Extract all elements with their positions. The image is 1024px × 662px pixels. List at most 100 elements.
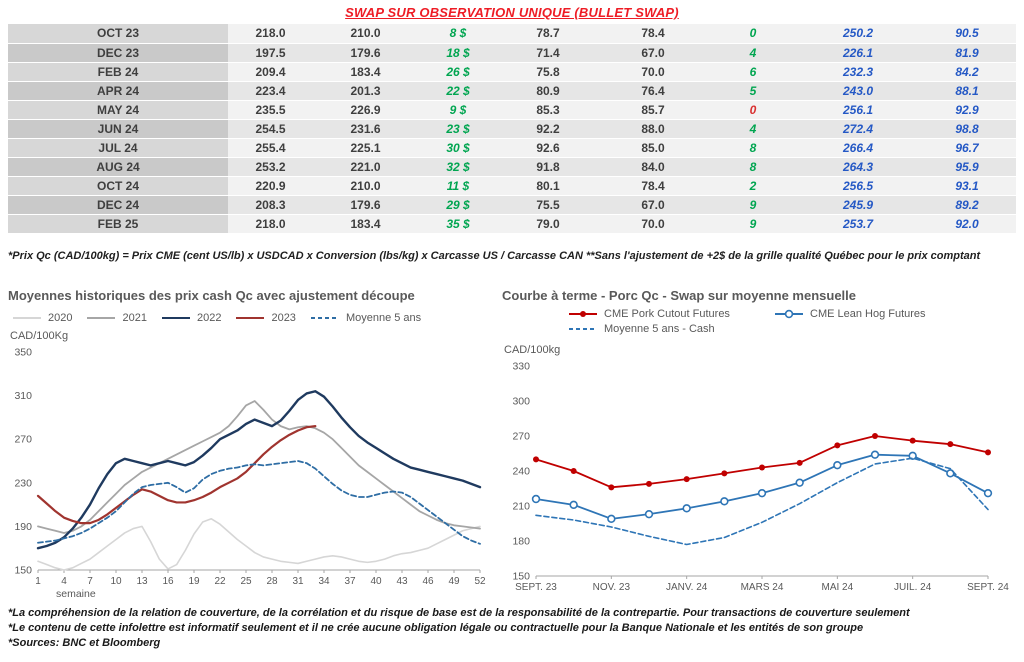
table-cell: 183.4 <box>313 62 418 82</box>
table-cell: 0 <box>708 100 798 120</box>
table-row: MAY 24 235.5 226.9 9 $85.3 85.7 0 256.1 92.9 <box>8 100 1016 120</box>
table-cell: 223.4 <box>228 81 313 101</box>
table-row: JUL 24 255.4 225.1 30 $92.6 85.0 8 266.4 96.7 <box>8 138 1016 158</box>
table-cell: 266.4 <box>798 138 918 158</box>
svg-text:4: 4 <box>61 576 67 587</box>
table-cell: 70.0 <box>598 214 708 234</box>
row-month-label: APR 24 <box>8 81 228 101</box>
swap-table: OCT 23 218.0 210.0 8 $78.7 78.4 0 250.2 90.5 DEC… <box>8 24 1016 234</box>
legend-swatch <box>161 317 190 319</box>
chart-title: Moyennes historiques des prix cash Qc av… <box>8 288 415 303</box>
table-cell: 85.7 <box>598 100 708 120</box>
table-cell: 221.0 <box>313 157 418 177</box>
legend-item: CME Pork Cutout Futures <box>568 308 774 320</box>
svg-text:MARS 24: MARS 24 <box>741 582 784 593</box>
svg-text:210: 210 <box>512 501 530 513</box>
table-cell: 225.1 <box>313 138 418 158</box>
svg-text:270: 270 <box>14 434 32 446</box>
table-cell: 30 $ <box>418 138 498 158</box>
table-cell: 95.9 <box>918 157 1016 177</box>
svg-text:13: 13 <box>136 576 148 587</box>
legend-label: 2020 <box>48 312 73 324</box>
legend-item: Moyenne 5 ans <box>310 312 421 324</box>
svg-text:34: 34 <box>318 576 330 587</box>
legend-swatch <box>569 311 597 317</box>
table-cell: 253.7 <box>798 214 918 234</box>
svg-text:40: 40 <box>370 576 382 587</box>
legend-swatch <box>87 317 116 319</box>
svg-text:10: 10 <box>110 576 122 587</box>
table-cell: 93.1 <box>918 176 1016 196</box>
table-cell: 67.0 <box>598 195 708 215</box>
table-cell: 272.4 <box>798 119 918 139</box>
table-cell: 8 <box>708 138 798 158</box>
table-cell: 9 <box>708 195 798 215</box>
svg-text:JUIL. 24: JUIL. 24 <box>894 582 932 593</box>
table-cell: 81.9 <box>918 43 1016 63</box>
page-title: SWAP SUR OBSERVATION UNIQUE (BULLET SWAP… <box>345 5 679 20</box>
table-cell: 88.1 <box>918 81 1016 101</box>
table-row: APR 24 223.4 201.3 22 $80.9 76.4 5 243.0 88.1 <box>8 81 1016 101</box>
svg-text:180: 180 <box>512 536 530 548</box>
legend-swatch <box>775 309 803 319</box>
table-row: JUN 24 254.5 231.6 23 $92.2 88.0 4 272.4 98.8 <box>8 119 1016 139</box>
table-cell: 209.4 <box>228 62 313 82</box>
table-cell: 78.7 <box>498 24 598 44</box>
svg-text:270: 270 <box>512 431 530 443</box>
table-cell: 22 $ <box>418 81 498 101</box>
table-cell: 75.5 <box>498 195 598 215</box>
legend-swatch <box>236 317 265 319</box>
table-cell: 79.0 <box>498 214 598 234</box>
table-cell: 35 $ <box>418 214 498 234</box>
table-row: AUG 24 253.2 221.0 32 $91.8 84.0 8 264.3 95.9 <box>8 157 1016 177</box>
table-cell: 179.6 <box>313 195 418 215</box>
chart-legend: 2020 2021 2022 2023 Moyenne 5 ans <box>12 308 490 328</box>
svg-text:SEPT. 24: SEPT. 24 <box>967 582 1009 593</box>
table-cell: 5 <box>708 81 798 101</box>
table-row: OCT 24 220.9 210.0 11 $80.1 78.4 2 256.5 93.1 <box>8 176 1016 196</box>
table-cell: 80.1 <box>498 176 598 196</box>
table-cell: 96.7 <box>918 138 1016 158</box>
table-cell: 32 $ <box>418 157 498 177</box>
table-cell: 2 <box>708 176 798 196</box>
chart-historical-cash-prices: Moyennes historiques des prix cash Qc av… <box>8 288 490 600</box>
table-cell: 6 <box>708 62 798 82</box>
table-cell: 201.3 <box>313 81 418 101</box>
table-cell: 78.4 <box>598 176 708 196</box>
table-cell: 92.6 <box>498 138 598 158</box>
svg-text:MAI 24: MAI 24 <box>821 582 853 593</box>
legend-swatch <box>569 328 597 330</box>
table-cell: 255.4 <box>228 138 313 158</box>
table-cell: 89.2 <box>918 195 1016 215</box>
svg-text:190: 190 <box>14 521 32 533</box>
table-cell: 208.3 <box>228 195 313 215</box>
legend-item: 2020 <box>12 312 72 324</box>
table-cell: 98.8 <box>918 119 1016 139</box>
table-cell: 18 $ <box>418 43 498 63</box>
table-cell: 84.2 <box>918 62 1016 82</box>
table-row: FEB 24 209.4 183.4 26 $75.8 70.0 6 232.3 84.2 <box>8 62 1016 82</box>
table-cell: 67.0 <box>598 43 708 63</box>
svg-text:52: 52 <box>474 576 486 587</box>
svg-text:300: 300 <box>512 396 530 408</box>
row-month-label: FEB 25 <box>8 214 228 234</box>
table-cell: 183.4 <box>313 214 418 234</box>
table-row: FEB 25 218.0 183.4 35 $79.0 70.0 9 253.7 92.0 <box>8 214 1016 234</box>
table-cell: 220.9 <box>228 176 313 196</box>
table-cell: 71.4 <box>498 43 598 63</box>
table-cell: 85.0 <box>598 138 708 158</box>
table-cell: 78.4 <box>598 24 708 44</box>
table-cell: 256.1 <box>798 100 918 120</box>
legend-swatch <box>13 317 41 319</box>
table-footnote: *Prix Qc (CAD/100kg) = Prix CME (cent US… <box>8 250 981 262</box>
y-axis-unit-label: CAD/100Kg <box>10 330 69 342</box>
legend-label: CME Lean Hog Futures <box>810 308 926 320</box>
svg-text:43: 43 <box>396 576 408 587</box>
table-cell: 218.0 <box>228 214 313 234</box>
table-cell: 4 <box>708 119 798 139</box>
table-cell: 76.4 <box>598 81 708 101</box>
table-row: OCT 23 218.0 210.0 8 $78.7 78.4 0 250.2 90.5 <box>8 24 1016 44</box>
table-cell: 245.9 <box>798 195 918 215</box>
table-cell: 0 <box>708 24 798 44</box>
svg-text:7: 7 <box>87 576 93 587</box>
